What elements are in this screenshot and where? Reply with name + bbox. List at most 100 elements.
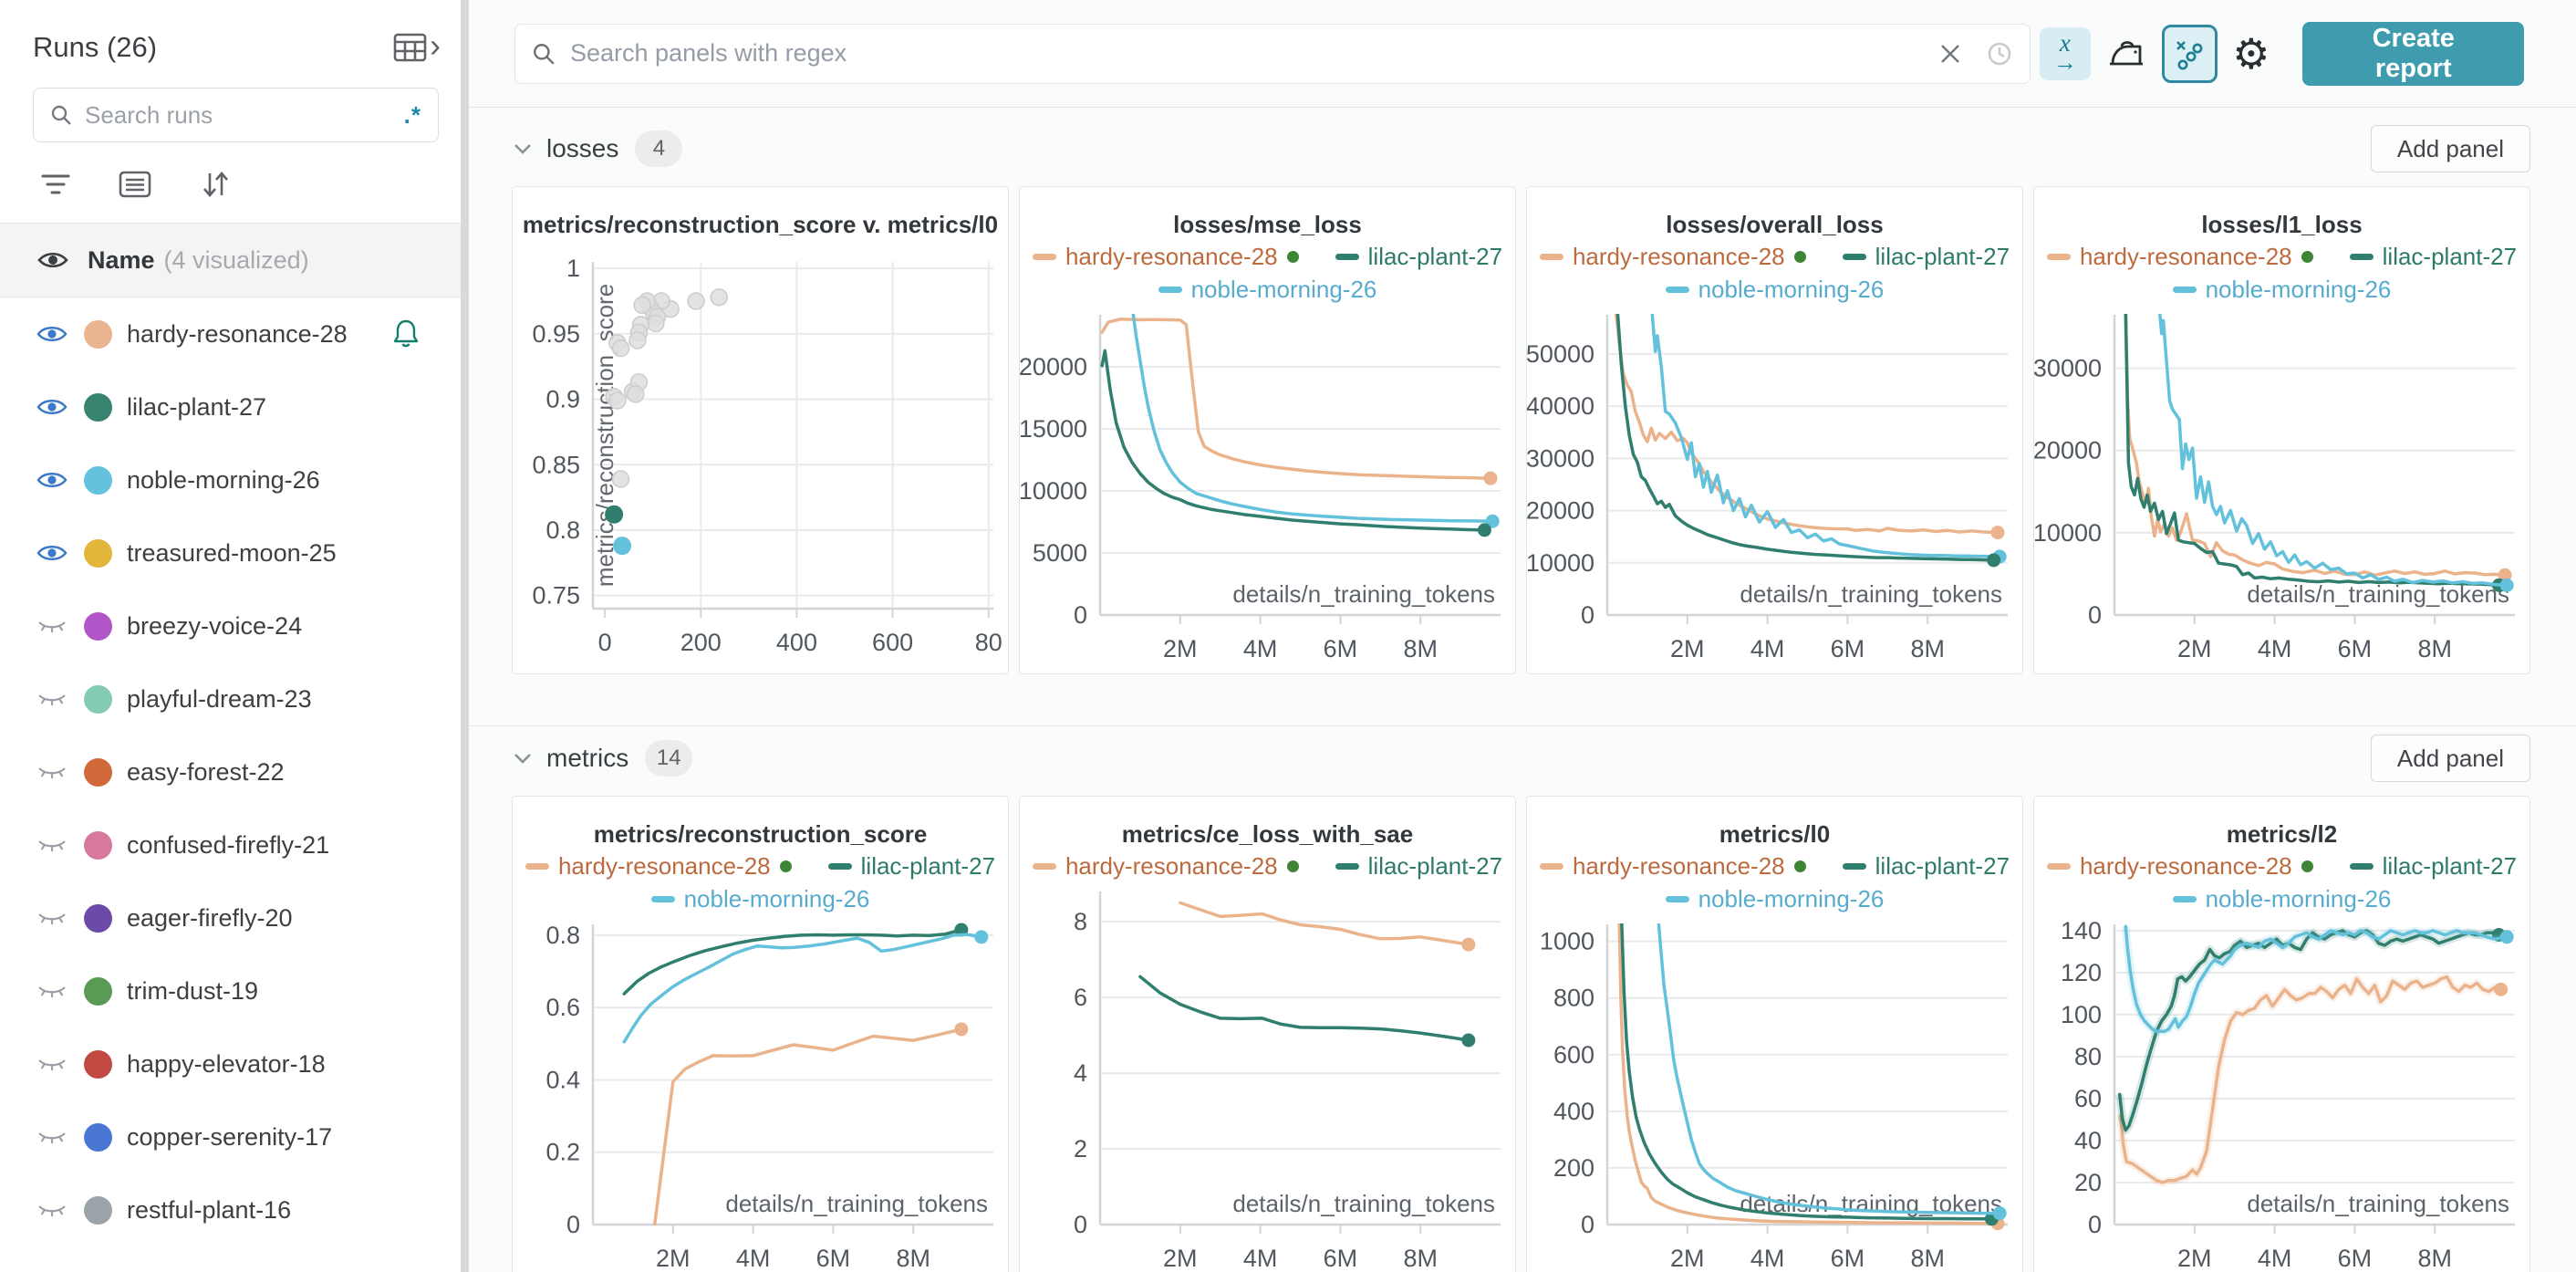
runs-search[interactable]: .*	[33, 88, 439, 142]
panel-search-input[interactable]	[568, 38, 1930, 68]
add-panel-button[interactable]: Add panel	[2370, 735, 2530, 782]
run-name[interactable]: noble-morning-26	[127, 465, 320, 494]
run-name[interactable]: easy-forest-22	[127, 757, 285, 786]
search-history-icon[interactable]	[1986, 40, 2013, 68]
legend-item[interactable]: noble-morning-26	[1665, 276, 1884, 304]
run-name[interactable]: happy-elevator-18	[127, 1049, 326, 1078]
chart-panel[interactable]: metrics/l2 hardy-resonance-28 lilac-plant-…	[2033, 796, 2530, 1272]
run-name[interactable]: hardy-resonance-28	[127, 319, 348, 348]
clear-search-icon[interactable]	[1938, 42, 1962, 66]
runs-table-icon[interactable]	[393, 33, 428, 62]
panel-search[interactable]	[514, 23, 2031, 84]
chart-plot[interactable]: 0 5000 10000 15000 20000 2M 4M 6M 8M details/n_tr…	[1020, 306, 1515, 672]
settings-gear-icon[interactable]: ⚙	[2232, 29, 2270, 78]
run-name[interactable]: treasured-moon-25	[127, 538, 337, 567]
run-row[interactable]: trim-dust-19	[0, 954, 461, 1027]
run-name[interactable]: copper-serenity-17	[127, 1122, 333, 1151]
run-row[interactable]: treasured-moon-25	[0, 516, 461, 589]
legend-item[interactable]: noble-morning-26	[650, 885, 869, 913]
legend-item[interactable]: hardy-resonance-28	[1032, 243, 1299, 271]
run-name[interactable]: breezy-voice-24	[127, 611, 303, 640]
chart-panel[interactable]: losses/l1_loss hardy-resonance-28 lilac-pl…	[2033, 186, 2530, 674]
eye-closed-icon[interactable]	[36, 835, 68, 855]
run-row[interactable]: eager-firefly-20	[0, 881, 461, 954]
chart-plot[interactable]: 0 0.2 0.4 0.6 0.8 2M 4M 6M 8M details/n_training_…	[513, 915, 1008, 1272]
legend-item[interactable]: hardy-resonance-28	[2046, 852, 2313, 881]
legend-item[interactable]: hardy-resonance-28	[1539, 243, 1806, 271]
section-title[interactable]: metrics	[546, 744, 629, 772]
legend-item[interactable]: hardy-resonance-28	[1539, 852, 1806, 881]
group-list-icon[interactable]	[119, 171, 151, 198]
legend-item[interactable]: noble-morning-26	[2172, 276, 2391, 304]
legend-item[interactable]: noble-morning-26	[1665, 885, 1884, 913]
run-row[interactable]: noble-morning-26	[0, 443, 461, 516]
run-name[interactable]: trim-dust-19	[127, 976, 259, 1005]
chart-panel[interactable]: losses/mse_loss hardy-resonance-28 lilac-p…	[1019, 186, 1516, 674]
legend-item[interactable]: lilac-plant-27	[1335, 852, 1502, 881]
chart-panel[interactable]: metrics/reconstruction_score v. metrics/…	[512, 186, 1009, 674]
chart-panel[interactable]: metrics/ce_loss_with_sae hardy-resonance-…	[1019, 796, 1516, 1272]
notification-bell-icon[interactable]	[391, 318, 421, 349]
run-row[interactable]: easy-forest-22	[0, 735, 461, 808]
chart-plot[interactable]: 0.75 0.8 0.85 0.9 0.95 1 0 200 400 600 80 metrics/r…	[513, 253, 1008, 665]
run-row[interactable]: restful-plant-16	[0, 1173, 461, 1246]
run-row[interactable]: playful-dream-23	[0, 662, 461, 735]
chart-panel[interactable]: losses/overall_loss hardy-resonance-28 lil…	[1526, 186, 2023, 674]
x-axis-settings-icon[interactable]: x →	[2040, 26, 2091, 80]
section-title[interactable]: losses	[546, 134, 619, 162]
chart-plot[interactable]: 0 10000 20000 30000 40000 50000 2M 4M 6M 8M detail…	[1527, 306, 2022, 672]
legend-item[interactable]: lilac-plant-27	[1335, 243, 1502, 271]
legend-item[interactable]: lilac-plant-27	[1842, 243, 2010, 271]
run-name[interactable]: confused-firefly-21	[127, 830, 330, 859]
create-report-button[interactable]: Create report	[2302, 21, 2525, 86]
collapse-sidebar-chevron-icon[interactable]: ›	[430, 26, 441, 64]
run-name[interactable]: playful-dream-23	[127, 684, 312, 713]
filter-icon[interactable]	[40, 172, 71, 196]
legend-item[interactable]: lilac-plant-27	[1842, 852, 2010, 881]
run-row[interactable]: copper-serenity-17	[0, 1100, 461, 1173]
legend-item[interactable]: lilac-plant-27	[827, 852, 995, 881]
eye-open-icon[interactable]	[36, 397, 68, 417]
legend-item[interactable]: hardy-resonance-28	[1032, 852, 1299, 881]
legend-item[interactable]: hardy-resonance-28	[525, 852, 792, 881]
chart-panel[interactable]: metrics/reconstruction_score hardy-resona…	[512, 796, 1009, 1272]
runs-search-input[interactable]	[83, 99, 404, 130]
eye-closed-icon[interactable]	[36, 1127, 68, 1147]
legend-item[interactable]: lilac-plant-27	[2349, 243, 2517, 271]
chart-plot[interactable]: 0 2 4 6 8 2M 4M 6M 8M details/n_training_tokens	[1020, 882, 1515, 1272]
run-row[interactable]: hardy-resonance-28	[0, 297, 461, 370]
run-row[interactable]: happy-elevator-18	[0, 1027, 461, 1100]
chevron-down-icon[interactable]	[512, 141, 534, 156]
run-name[interactable]: restful-plant-16	[127, 1195, 292, 1224]
outlier-points-icon[interactable]	[2161, 24, 2218, 83]
legend-item[interactable]: lilac-plant-27	[2349, 852, 2517, 881]
legend-item[interactable]: noble-morning-26	[1158, 276, 1376, 304]
regex-toggle[interactable]: .*	[403, 100, 421, 129]
eye-closed-icon[interactable]	[36, 908, 68, 928]
add-panel-button[interactable]: Add panel	[2370, 125, 2530, 172]
eye-icon[interactable]	[36, 249, 69, 271]
eye-closed-icon[interactable]	[36, 981, 68, 1001]
smoothing-iron-icon[interactable]	[2105, 35, 2147, 73]
sidebar-resize-handle[interactable]	[461, 0, 469, 1272]
eye-closed-icon[interactable]	[36, 762, 68, 782]
eye-closed-icon[interactable]	[36, 689, 68, 709]
run-row[interactable]: confused-firefly-21	[0, 808, 461, 881]
sort-icon[interactable]	[199, 170, 232, 199]
eye-closed-icon[interactable]	[36, 1054, 68, 1074]
eye-open-icon[interactable]	[36, 543, 68, 563]
eye-closed-icon[interactable]	[36, 616, 68, 636]
run-row[interactable]: lilac-plant-27	[0, 370, 461, 443]
eye-open-icon[interactable]	[36, 470, 68, 490]
chart-panel[interactable]: metrics/l0 hardy-resonance-28 lilac-plant-…	[1526, 796, 2023, 1272]
eye-closed-icon[interactable]	[36, 1200, 68, 1220]
run-name[interactable]: lilac-plant-27	[127, 392, 267, 421]
run-row[interactable]: breezy-voice-24	[0, 589, 461, 662]
chevron-down-icon[interactable]	[512, 751, 534, 766]
run-name[interactable]: eager-firefly-20	[127, 903, 293, 932]
eye-open-icon[interactable]	[36, 324, 68, 344]
legend-item[interactable]: noble-morning-26	[2172, 885, 2391, 913]
legend-item[interactable]: hardy-resonance-28	[2046, 243, 2313, 271]
